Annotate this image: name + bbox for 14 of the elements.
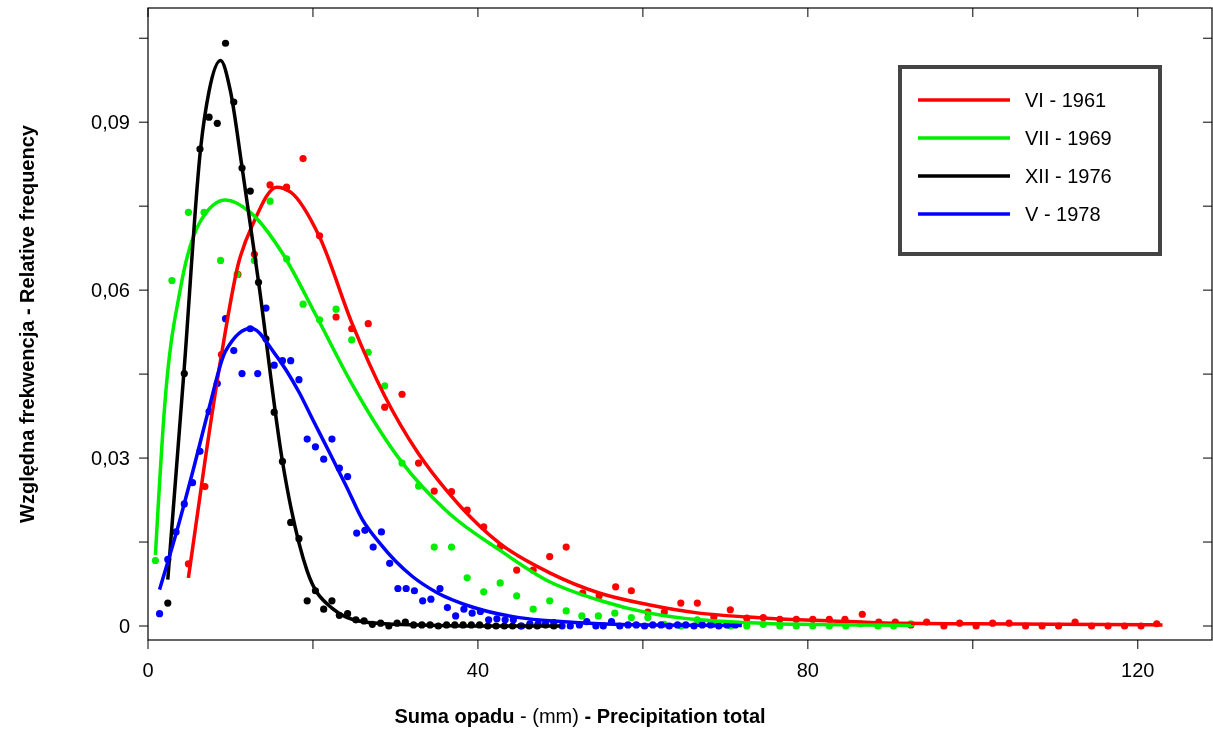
legend-label: VI - 1961 xyxy=(1025,89,1107,111)
x-axis-title: Suma opadu - (mm) - Precipitation total xyxy=(394,705,766,727)
y-tick-label: 0,06 xyxy=(91,279,130,302)
legend-label: V - 1978 xyxy=(1025,203,1101,225)
x-tick-label: 120 xyxy=(1121,659,1155,681)
y-tick-label: 0,03 xyxy=(91,447,130,470)
x-tick-label: 40 xyxy=(466,659,490,681)
x-tick-label: 0 xyxy=(142,659,154,681)
x-tick-label: 80 xyxy=(796,659,819,681)
legend-label: VII - 1969 xyxy=(1025,127,1112,149)
legend-label: XII - 1976 xyxy=(1025,165,1112,187)
y-tick-label: 0,09 xyxy=(91,111,130,134)
y-tick-label: 0 xyxy=(118,615,130,638)
y-axis-title: Względna frekwencja - Relative frequency xyxy=(16,124,38,523)
